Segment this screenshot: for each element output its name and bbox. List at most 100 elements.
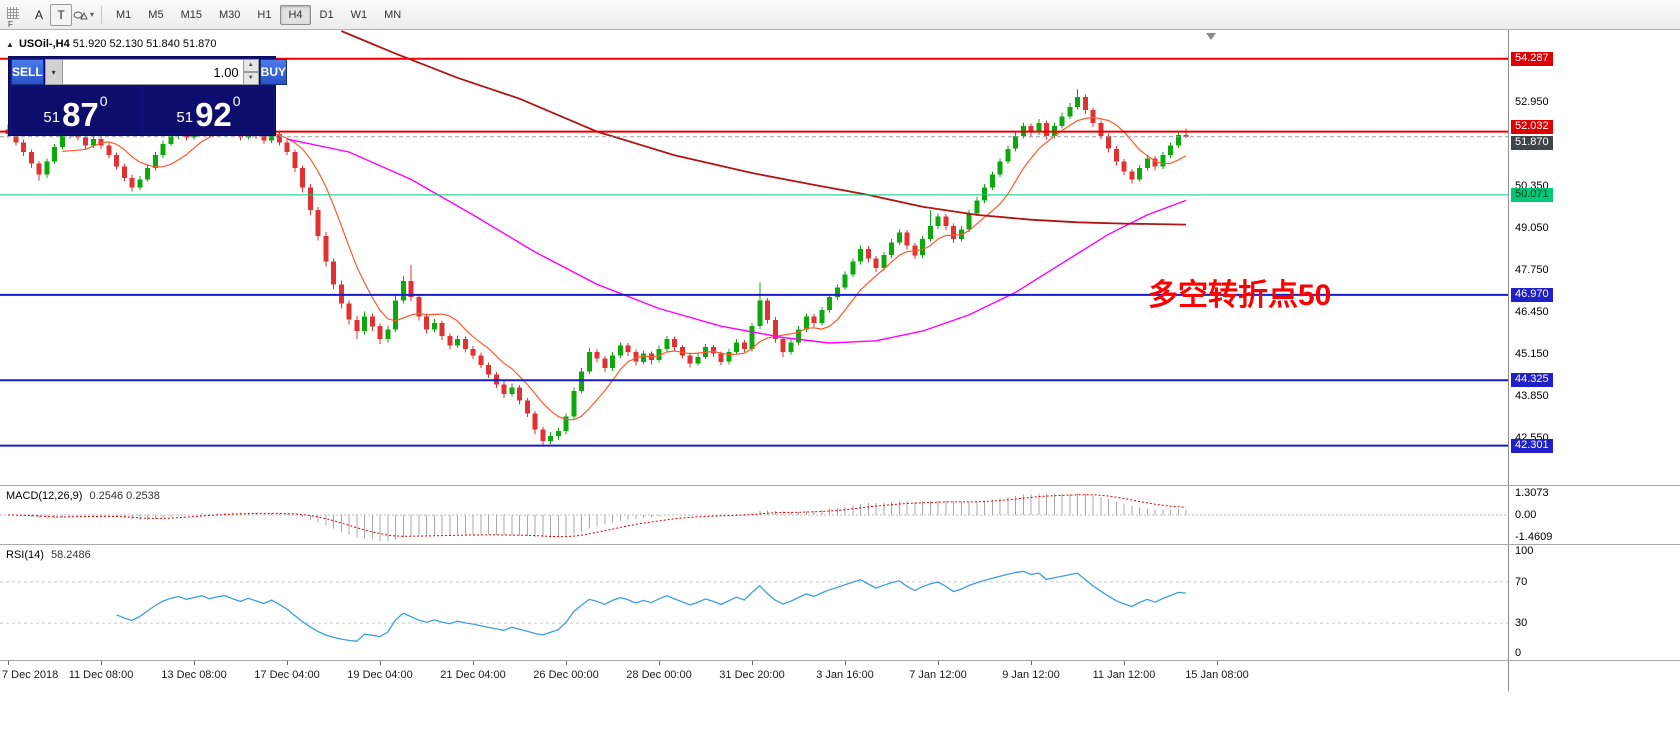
macd-label: MACD(12,26,9) — [6, 490, 83, 502]
sell-price-prefix: 51 — [43, 109, 61, 126]
macd-values: 0.2546 0.2538 — [89, 490, 160, 502]
time-label: 7 Jan 12:00 — [909, 669, 967, 681]
timeframe-h4[interactable]: H4 — [280, 4, 311, 25]
time-tick — [845, 661, 846, 665]
shapes-icon — [73, 9, 88, 21]
macd-axis: 1.3073 0.00 -1.4609 — [1508, 486, 1680, 544]
text-label-tool-button[interactable]: A — [28, 4, 50, 26]
macd-panel: MACD(12,26,9) 0.2546 0.2538 1.3073 0.00 -1… — [0, 485, 1680, 544]
time-label: 7 Dec 2018 — [2, 669, 59, 681]
buy-price-point: 0 — [232, 93, 241, 109]
time-label: 26 Dec 00:00 — [533, 669, 599, 681]
toolbar: F A T ▾ M1 M5 M15 M30 H1 H4 D1 W1 MN — [0, 0, 1680, 30]
annotation-text: 多空转折点50 — [1148, 279, 1332, 312]
buy-button[interactable]: BUY — [259, 59, 288, 85]
macd-histogram — [15, 493, 1187, 541]
time-tick — [1124, 661, 1125, 665]
price-tick: 49.050 — [1515, 221, 1549, 234]
timeframe-buttons: M1 M5 M15 M30 H1 H4 D1 W1 MN — [108, 4, 409, 25]
collapse-panel-icon[interactable]: ▲ — [6, 40, 14, 49]
price-badge-54.287: 54.287 — [1511, 51, 1553, 66]
sell-price-display[interactable]: 51 87 0 — [11, 87, 140, 133]
volume-group: ▾ ▲ ▼ — [44, 59, 259, 85]
time-tick — [566, 661, 567, 665]
time-label: 15 Jan 08:00 — [1185, 669, 1249, 681]
time-label: 13 Dec 08:00 — [161, 669, 227, 681]
time-label: 17 Dec 04:00 — [254, 669, 320, 681]
rsi-tick: 70 — [1515, 575, 1528, 588]
time-tick — [752, 661, 753, 665]
decrement-icon[interactable]: ▼ — [242, 72, 259, 85]
main-chart-panel: ▲ USOil-,H4 51.920 52.130 51.840 51.870 … — [0, 30, 1680, 485]
macd-tick: 1.3073 — [1515, 487, 1549, 500]
timeframe-m15[interactable]: M15 — [173, 5, 210, 25]
time-tick — [938, 661, 939, 665]
timeframe-m1[interactable]: M1 — [108, 5, 139, 25]
macd-title: MACD(12,26,9) 0.2546 0.2538 — [6, 490, 160, 502]
time-label: 19 Dec 04:00 — [347, 669, 413, 681]
rsi-plot-area[interactable]: RSI(14) 58.2486 — [0, 545, 1508, 660]
price-axis[interactable]: 52.950 50.350 49.050 47.750 46.450 45.150 43.8… — [1508, 30, 1680, 485]
rsi-tick: 0 — [1515, 647, 1522, 659]
time-axis-corner — [1508, 661, 1680, 691]
price-tick: 46.450 — [1515, 305, 1549, 318]
buy-price-main: 92 — [195, 95, 232, 133]
time-tick — [1217, 661, 1218, 665]
sell-button[interactable]: SELL — [11, 59, 44, 85]
price-tick: 45.150 — [1515, 347, 1549, 360]
toolbar-handle-label: F — [8, 19, 13, 29]
time-tick — [287, 661, 288, 665]
time-tick — [194, 661, 195, 665]
rsi-label: RSI(14) — [6, 549, 44, 561]
buy-price-prefix: 51 — [176, 109, 194, 126]
timeframe-d1[interactable]: D1 — [312, 5, 342, 25]
volume-input[interactable] — [62, 59, 243, 85]
chart-plot-area[interactable]: ▲ USOil-,H4 51.920 52.130 51.840 51.870 … — [0, 30, 1508, 485]
increment-icon[interactable]: ▲ — [242, 59, 259, 72]
rsi-value: 58.2486 — [50, 549, 91, 561]
chart-title: ▲ USOil-,H4 51.920 52.130 51.840 51.870 — [6, 38, 217, 50]
time-axis[interactable]: 7 Dec 2018 11 Dec 08:00 13 Dec 08:00 17 Dec… — [0, 661, 1508, 691]
toolbar-handle[interactable]: F — [6, 5, 24, 29]
timeframe-w1[interactable]: W1 — [343, 5, 376, 25]
toolbar-separator — [101, 5, 103, 24]
price-badge-44.325: 44.325 — [1511, 373, 1553, 388]
time-label: 11 Dec 08:00 — [68, 669, 134, 681]
price-badge-42.301: 42.301 — [1511, 438, 1553, 453]
symbol-period-label: USOil-,H4 — [18, 38, 70, 50]
sell-price-main: 87 — [62, 95, 99, 133]
timeframe-m5[interactable]: M5 — [140, 5, 171, 25]
timeframe-h1[interactable]: H1 — [249, 5, 279, 25]
shapes-tool-dropdown[interactable]: ▾ — [72, 4, 95, 26]
ma-slow-line — [340, 30, 1187, 226]
time-tick — [380, 661, 381, 665]
chevron-down-icon: ▾ — [51, 67, 56, 77]
text-tool-button[interactable]: T — [50, 3, 72, 26]
ma-mid-line — [286, 138, 1187, 344]
price-tick: 43.850 — [1515, 389, 1549, 402]
buy-price-display[interactable]: 51 92 0 — [144, 87, 273, 133]
time-label: 28 Dec 00:00 — [626, 669, 692, 681]
time-label: 3 Jan 16:00 — [816, 669, 874, 681]
volume-dropdown[interactable]: ▾ — [44, 59, 63, 85]
time-tick — [8, 661, 9, 665]
price-badge-50.071: 50.071 — [1511, 187, 1553, 202]
timeframe-m30[interactable]: M30 — [211, 5, 248, 25]
price-badge-52.032: 52.032 — [1511, 119, 1553, 134]
time-tick — [101, 661, 102, 665]
chart-shift-marker-icon[interactable] — [1206, 33, 1216, 40]
time-tick — [473, 661, 474, 665]
time-label: 21 Dec 04:00 — [440, 669, 506, 681]
candles-layer — [5, 89, 1189, 446]
macd-plot-area[interactable]: MACD(12,26,9) 0.2546 0.2538 — [0, 486, 1508, 544]
time-tick — [1031, 661, 1032, 665]
macd-tick: -1.4609 — [1515, 531, 1553, 543]
timeframe-mn[interactable]: MN — [376, 5, 409, 25]
price-badge-46.970: 46.970 — [1511, 287, 1553, 302]
volume-stepper: ▲ ▼ — [242, 59, 259, 85]
sell-price-point: 0 — [99, 93, 108, 109]
chart-canvas — [0, 30, 1508, 447]
time-label: 31 Dec 20:00 — [719, 669, 785, 681]
macd-canvas — [0, 493, 1508, 541]
